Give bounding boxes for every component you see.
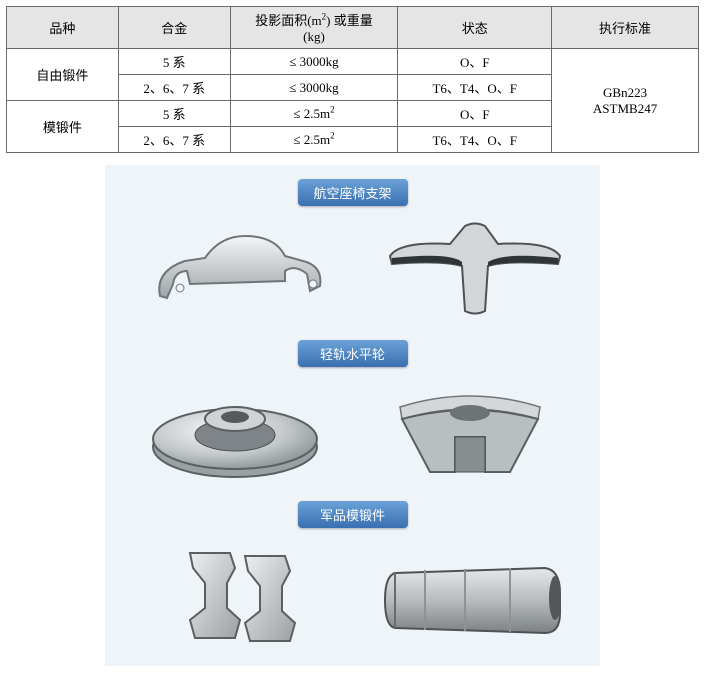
col-area: 投影面积(m2) 或重量(kg) — [230, 7, 398, 49]
col-state: 状态 — [398, 7, 552, 49]
cell-area: ≤ 2.5m2 — [230, 127, 398, 153]
parts-row — [123, 216, 582, 326]
cell-state: O、F — [398, 49, 552, 75]
military-forging-b — [370, 538, 570, 648]
seat-bracket-a — [135, 216, 335, 326]
cell-state: T6、T4、O、F — [398, 75, 552, 101]
cell-state: T6、T4、O、F — [398, 127, 552, 153]
section-label: 轻轨水平轮 — [298, 340, 408, 367]
cell-state: O、F — [398, 101, 552, 127]
cell-area: ≤ 2.5m2 — [230, 101, 398, 127]
cell-area: ≤ 3000kg — [230, 49, 398, 75]
seat-bracket-b — [370, 216, 570, 326]
rail-wheel-a — [135, 377, 335, 487]
cell-alloy: 2、6、7 系 — [118, 127, 230, 153]
cell-alloy: 2、6、7 系 — [118, 75, 230, 101]
military-forging-a — [135, 538, 335, 648]
rail-wheel-b — [370, 377, 570, 487]
cell-alloy: 5 系 — [118, 101, 230, 127]
table-row: 自由锻件 5 系 ≤ 3000kg O、F GBn223ASTMB247 — [7, 49, 699, 75]
spec-table: 品种 合金 投影面积(m2) 或重量(kg) 状态 执行标准 自由锻件 5 系 … — [6, 6, 699, 153]
cell-variety: 自由锻件 — [7, 49, 119, 101]
parts-row — [123, 538, 582, 648]
section-label: 军品模锻件 — [298, 501, 408, 528]
cell-area: ≤ 3000kg — [230, 75, 398, 101]
col-standard: 执行标准 — [552, 7, 699, 49]
table-header-row: 品种 合金 投影面积(m2) 或重量(kg) 状态 执行标准 — [7, 7, 699, 49]
parts-row — [123, 377, 582, 487]
col-alloy: 合金 — [118, 7, 230, 49]
section-label: 航空座椅支架 — [298, 179, 408, 206]
col-variety: 品种 — [7, 7, 119, 49]
parts-gallery: 航空座椅支架 轻轨水平轮 — [105, 165, 600, 666]
cell-variety: 模锻件 — [7, 101, 119, 153]
cell-alloy: 5 系 — [118, 49, 230, 75]
cell-standard: GBn223ASTMB247 — [552, 49, 699, 153]
